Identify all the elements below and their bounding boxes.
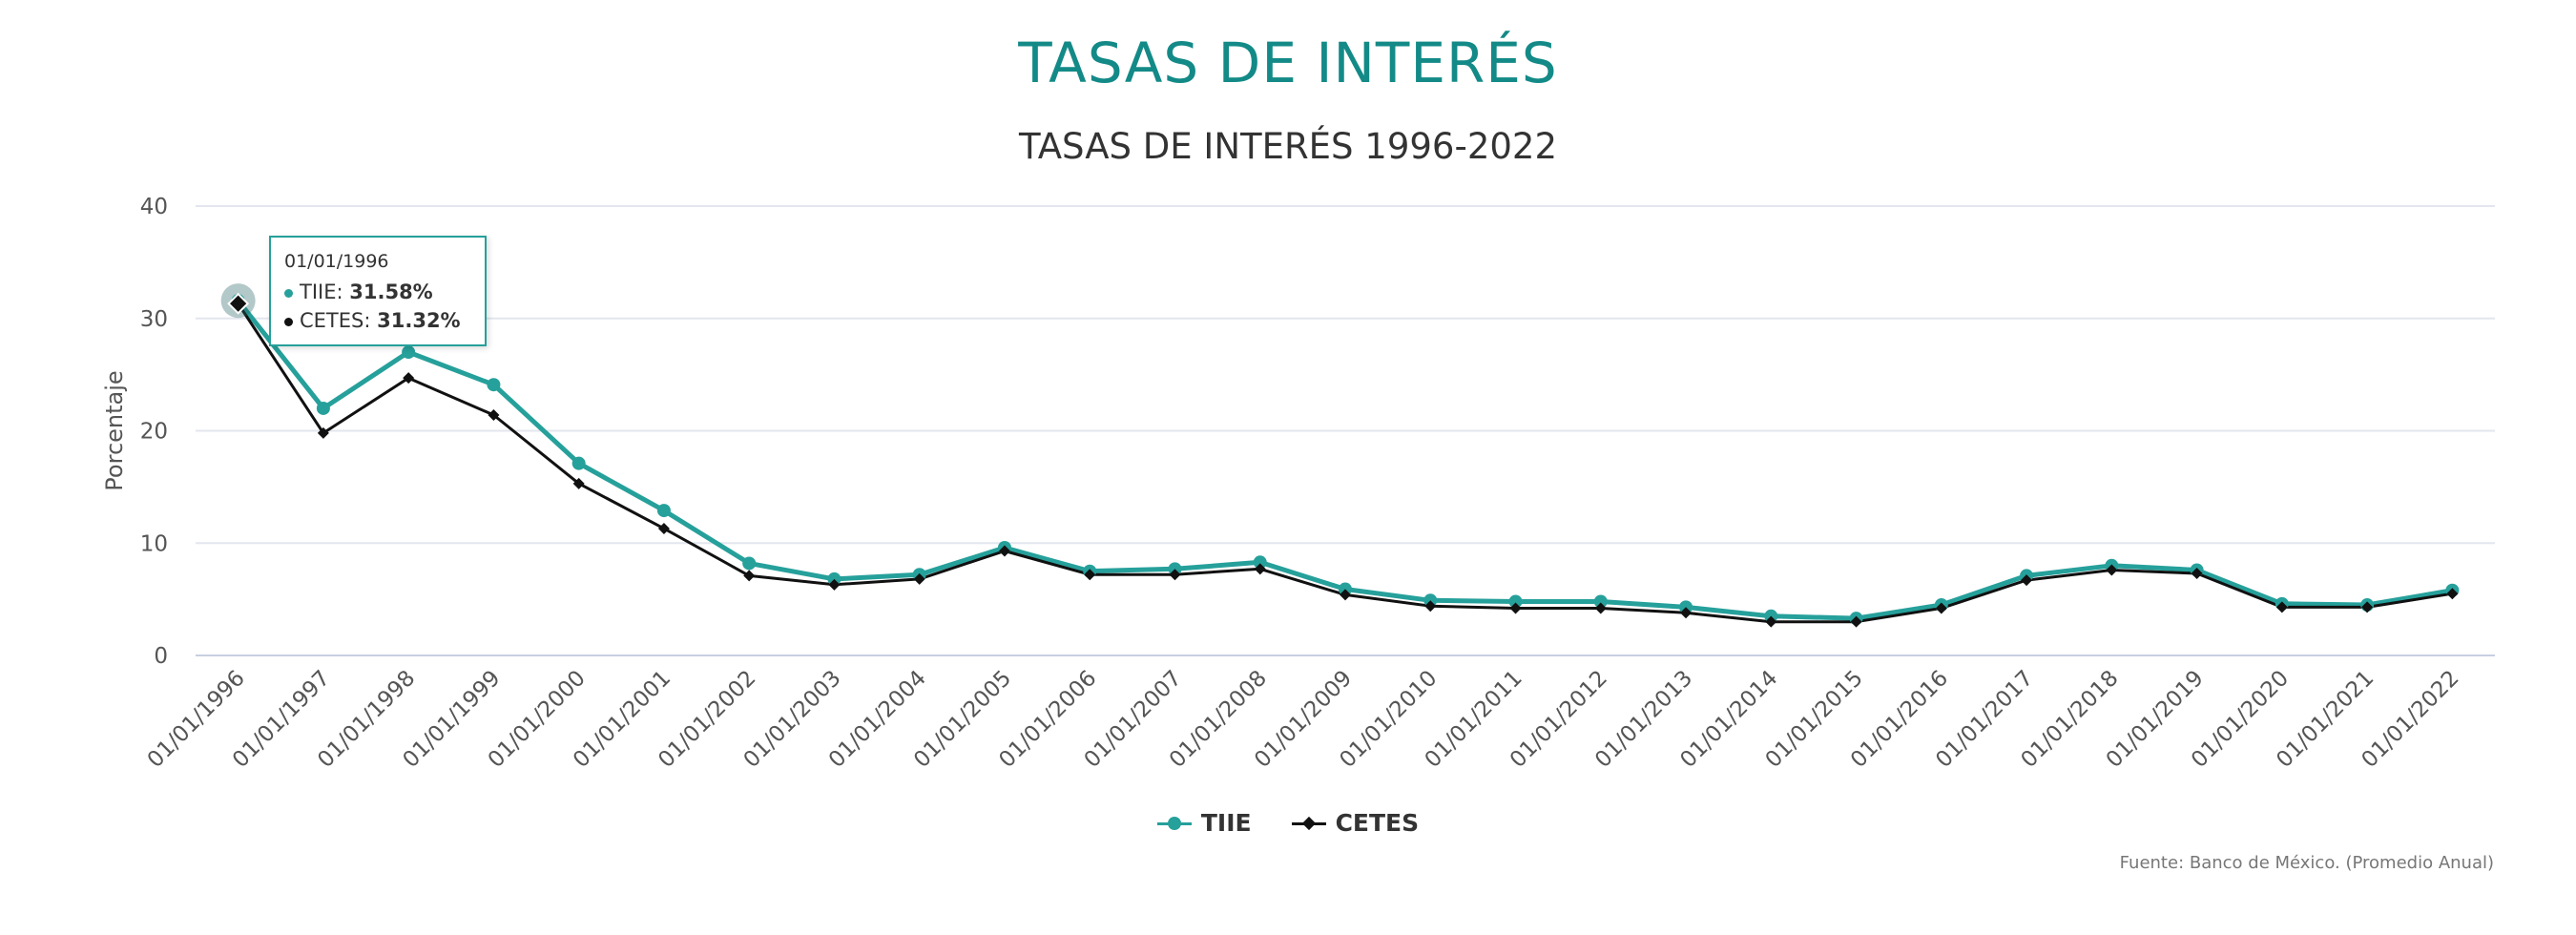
data-point-cetes[interactable] [1254,563,1266,575]
legend-item-tiie[interactable]: TIIE [1156,809,1252,837]
page-title: TASAS DE INTERÉS [1018,31,1558,95]
circle-marker-icon [1156,816,1192,830]
data-point-tiie[interactable] [487,378,501,392]
data-point-cetes[interactable] [1424,600,1437,613]
y-tick-label: 40 [140,195,168,219]
data-point-cetes[interactable] [998,545,1010,557]
y-tick-labels: 0 10 20 30 40 [140,195,168,669]
cetes-dot-icon [284,317,293,326]
data-point-tiie[interactable] [571,456,586,470]
data-point-cetes[interactable] [2361,601,2374,613]
y-tick-label: 10 [140,531,168,556]
source-note: Fuente: Banco de México. (Promedio Anual… [2119,853,2494,873]
chart-title: TASAS DE INTERÉS 1996-2022 [1019,126,1557,167]
data-point-cetes[interactable] [657,522,670,534]
legend-label-cetes: CETES [1335,809,1420,837]
tooltip-row-tiie: TIIE: 31.58% [284,278,471,306]
tooltip-cetes-value: 31.32% [377,309,461,332]
data-point-cetes[interactable] [1594,602,1607,614]
data-point-cetes[interactable] [1850,615,1862,628]
data-point-cetes[interactable] [403,372,415,384]
tiie-dot-icon [284,288,293,298]
hover-tooltip: 01/01/1996 TIIE: 31.58% CETES: 31.32% [269,236,487,346]
data-point-tiie[interactable] [656,504,671,518]
data-point-cetes[interactable] [317,426,329,439]
data-point-cetes[interactable] [2275,601,2288,613]
data-point-tiie[interactable] [1508,594,1523,609]
data-point-cetes[interactable] [2106,564,2118,576]
data-point-cetes[interactable] [1935,602,1947,614]
y-axis-title: Porcentaje [101,370,128,490]
diamond-marker-icon [1291,817,1326,830]
legend-label-tiie: TIIE [1200,809,1252,837]
data-point-cetes[interactable] [2191,568,2203,580]
data-point-cetes[interactable] [572,477,585,489]
data-point-cetes[interactable] [913,572,925,585]
data-point-tiie[interactable] [402,345,416,360]
data-point-tiie[interactable] [316,401,330,415]
series-line-cetes [237,302,2453,624]
y-tick-label: 20 [140,420,168,445]
data-point-cetes[interactable] [2446,588,2459,600]
data-point-cetes[interactable] [828,578,841,591]
data-point-cetes[interactable] [1340,589,1351,601]
data-point-cetes[interactable] [1765,615,1777,628]
data-point-cetes[interactable] [743,570,756,582]
tooltip-tiie-name: TIIE [300,280,337,303]
grid-lines [196,205,2495,656]
data-point-cetes[interactable] [1680,607,1693,619]
data-point-cetes[interactable] [488,409,500,422]
x-tick-labels: 01/01/199601/01/199701/01/199801/01/1999… [143,666,2464,773]
y-tick-label: 0 [154,644,168,669]
data-point-cetes[interactable] [2021,574,2033,587]
data-point-tiie[interactable] [1253,555,1267,570]
data-point-cetes[interactable] [227,292,250,315]
data-point-cetes[interactable] [1509,602,1522,614]
data-point-tiie[interactable] [742,556,757,571]
data-point-cetes[interactable] [1084,569,1096,581]
tooltip-cetes-name: CETES [300,309,364,332]
legend: TIIE CETES [0,809,2576,837]
series-group [220,283,2460,628]
tooltip-row-cetes: CETES: 31.32% [284,306,471,335]
data-point-cetes[interactable] [1169,569,1181,581]
y-tick-label: 30 [140,307,168,332]
data-point-tiie[interactable] [1593,594,1608,609]
legend-item-cetes[interactable]: CETES [1291,809,1420,837]
tooltip-tiie-value: 31.58% [349,280,433,303]
tooltip-date: 01/01/1996 [284,251,389,272]
